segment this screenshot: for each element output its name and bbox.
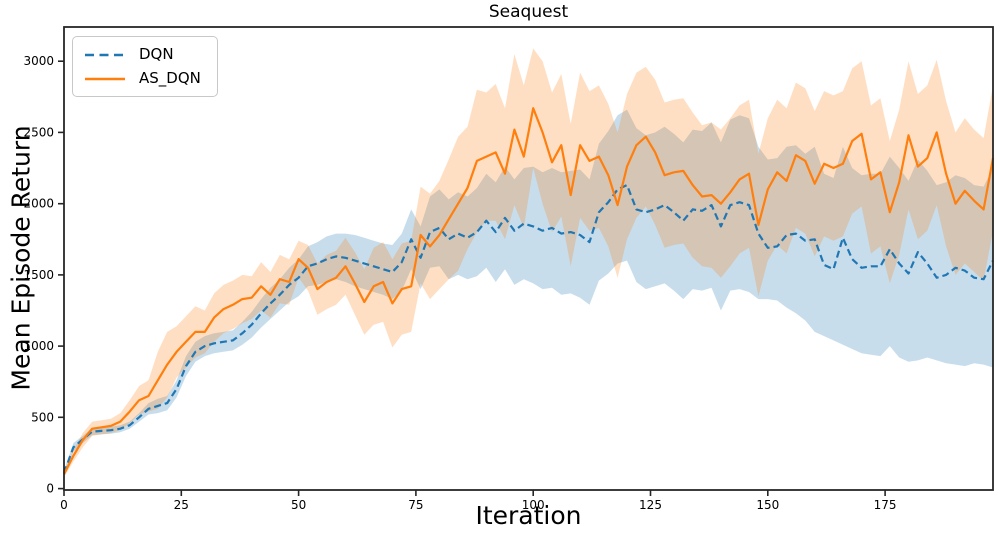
legend-item-as-dqn: AS_DQN	[84, 71, 201, 86]
x-tick-label: 50	[291, 498, 306, 512]
y-tick-label: 2500	[23, 125, 54, 139]
x-tick-label: 100	[522, 498, 545, 512]
axes-spines	[63, 26, 994, 491]
asdqn-legend-sample	[85, 77, 125, 80]
x-tick-label: 175	[874, 498, 897, 512]
dqn-confidence-band	[64, 109, 993, 476]
x-axis-label: Iteration	[475, 501, 582, 530]
y-tick-label: 2000	[23, 197, 54, 211]
dqn-legend-sample	[85, 53, 125, 56]
as-dqn-confidence-band	[64, 48, 993, 478]
y-tick-label: 0	[46, 482, 54, 496]
y-tick-label: 1500	[23, 268, 54, 282]
legend: DQN AS_DQN	[72, 36, 218, 97]
as-dqn-line	[63, 107, 995, 475]
legend-item-dqn: DQN	[84, 47, 201, 62]
y-axis-label: Mean Episode Return	[6, 125, 36, 391]
x-tick-label: 150	[756, 498, 779, 512]
y-tick-label: 3000	[23, 54, 54, 68]
y-tick-label: 1000	[23, 339, 54, 353]
x-tick-label: 75	[408, 498, 423, 512]
x-tick-label: 0	[60, 498, 68, 512]
legend-label-as-dqn: AS_DQN	[139, 69, 201, 87]
chart-title: Seaquest	[488, 2, 569, 22]
legend-label-dqn: DQN	[139, 45, 174, 63]
dqn-line	[62, 184, 994, 474]
x-tick-label: 125	[639, 498, 662, 512]
x-tick-label: 25	[174, 498, 189, 512]
y-tick-label: 500	[31, 410, 54, 424]
